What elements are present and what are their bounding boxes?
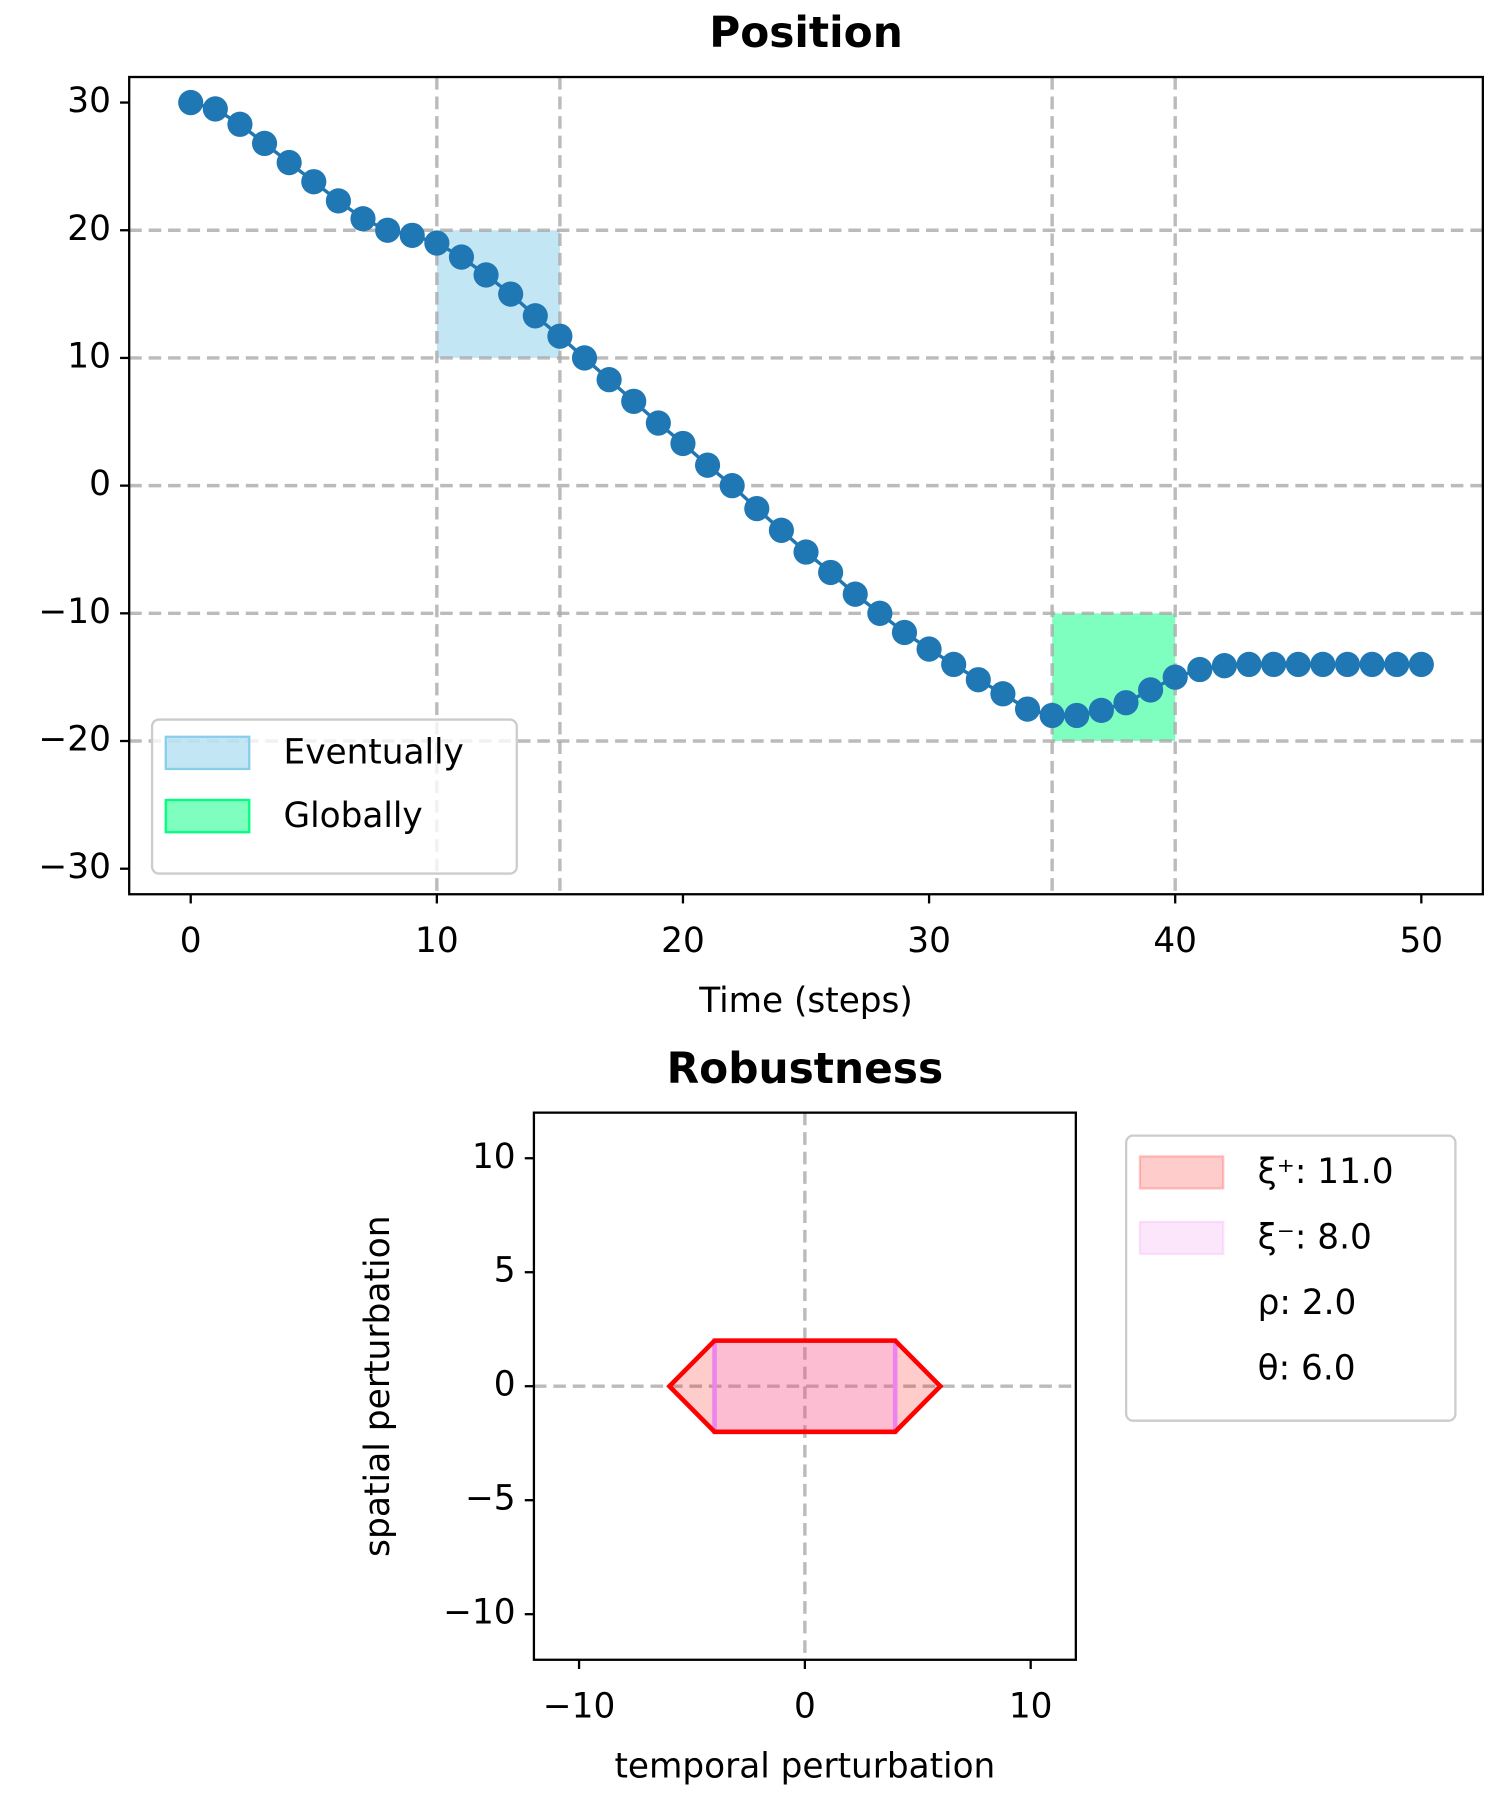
region-fill bbox=[669, 1340, 941, 1432]
data-point bbox=[867, 600, 893, 626]
data-point bbox=[1310, 651, 1336, 678]
x-tick-label: 10 bbox=[1009, 1686, 1053, 1726]
legend-swatch bbox=[164, 735, 251, 771]
data-point bbox=[1236, 651, 1262, 678]
data-point bbox=[1359, 651, 1385, 678]
legend-box bbox=[1125, 1134, 1457, 1422]
data-point bbox=[891, 619, 918, 646]
data-point bbox=[1014, 696, 1041, 722]
data-point bbox=[793, 539, 819, 565]
x-tick-label: 50 bbox=[1400, 921, 1444, 961]
data-point bbox=[1384, 651, 1410, 678]
data-point bbox=[350, 206, 376, 232]
legend-label: ξ⁻: 8.0 bbox=[1258, 1218, 1372, 1258]
data-point bbox=[744, 495, 770, 522]
x-axis-label: Time (steps) bbox=[698, 981, 913, 1021]
data-point bbox=[941, 651, 967, 678]
y-axis-label: spatial perturbation bbox=[358, 1215, 398, 1557]
y-tick-label: 10 bbox=[67, 336, 111, 376]
x-tick-label: 0 bbox=[180, 921, 202, 961]
legend-swatch bbox=[1138, 1220, 1225, 1256]
x-tick-label: 10 bbox=[415, 921, 459, 961]
x-tick-label: 0 bbox=[794, 1686, 816, 1726]
region-fill bbox=[714, 1340, 896, 1432]
y-tick-label: 0 bbox=[89, 464, 111, 504]
data-point bbox=[1088, 697, 1114, 724]
data-point bbox=[571, 345, 598, 371]
y-tick-label: −10 bbox=[39, 592, 111, 632]
data-point bbox=[818, 559, 844, 586]
y-tick-label: 30 bbox=[67, 81, 111, 121]
y-tick-label: 0 bbox=[494, 1365, 516, 1405]
data-point bbox=[375, 217, 401, 243]
data-point bbox=[990, 681, 1016, 707]
data-point bbox=[498, 281, 524, 307]
x-tick-label: 40 bbox=[1153, 921, 1197, 961]
data-point bbox=[1211, 653, 1238, 679]
legend-swatch bbox=[164, 798, 251, 834]
data-point bbox=[276, 149, 302, 176]
data-point bbox=[325, 188, 351, 214]
data-point bbox=[1162, 664, 1188, 690]
data-point bbox=[1261, 651, 1287, 678]
data-point bbox=[916, 636, 942, 662]
legend-label: θ: 6.0 bbox=[1258, 1349, 1356, 1389]
data-point bbox=[202, 96, 228, 122]
plot-frame bbox=[128, 75, 1484, 896]
legend-swatch bbox=[1138, 1155, 1225, 1190]
data-point bbox=[1138, 677, 1164, 703]
data-point bbox=[596, 367, 622, 393]
y-tick-label: 20 bbox=[67, 209, 111, 249]
data-point bbox=[424, 230, 450, 256]
y-tick-label: 5 bbox=[494, 1251, 516, 1291]
data-point bbox=[1039, 702, 1065, 729]
data-point bbox=[1334, 651, 1361, 678]
y-tick-label: −20 bbox=[39, 719, 111, 759]
data-point bbox=[227, 111, 253, 137]
legend-label: Globally bbox=[284, 796, 423, 836]
data-point bbox=[522, 303, 548, 329]
data-point bbox=[1187, 656, 1213, 683]
chart-title: Position bbox=[709, 9, 903, 58]
legend-label: ξ⁺: 11.0 bbox=[1258, 1152, 1394, 1192]
data-point bbox=[768, 517, 794, 543]
data-point bbox=[473, 262, 499, 288]
x-tick-label: 30 bbox=[907, 921, 951, 961]
data-point bbox=[178, 89, 204, 116]
data-point bbox=[448, 244, 475, 270]
data-point bbox=[399, 222, 425, 248]
y-tick-label: −10 bbox=[443, 1593, 515, 1633]
y-tick-label: 10 bbox=[472, 1137, 516, 1177]
data-point bbox=[1285, 651, 1311, 678]
x-tick-label: 20 bbox=[661, 921, 705, 961]
data-point bbox=[842, 581, 868, 607]
data-point bbox=[719, 472, 745, 499]
data-point bbox=[301, 169, 327, 195]
y-tick-label: −30 bbox=[39, 847, 111, 887]
data-point bbox=[670, 430, 696, 457]
data-point bbox=[694, 452, 721, 478]
x-tick-label: −10 bbox=[543, 1686, 615, 1726]
data-point bbox=[547, 323, 573, 349]
region-edge bbox=[666, 1338, 944, 1435]
legend-label: ρ: 2.0 bbox=[1258, 1283, 1357, 1323]
data-point bbox=[251, 130, 278, 157]
chart-title: Robustness bbox=[667, 1045, 944, 1094]
series-line bbox=[190, 100, 1422, 718]
data-point bbox=[1408, 651, 1434, 678]
data-point bbox=[1064, 702, 1090, 729]
data-point bbox=[621, 388, 647, 414]
data-point bbox=[645, 410, 671, 436]
y-tick-label: −5 bbox=[465, 1479, 516, 1519]
data-point bbox=[1113, 690, 1139, 716]
data-point bbox=[965, 667, 991, 693]
x-axis-label: temporal perturbation bbox=[614, 1746, 995, 1786]
legend-label: Eventually bbox=[284, 732, 464, 772]
